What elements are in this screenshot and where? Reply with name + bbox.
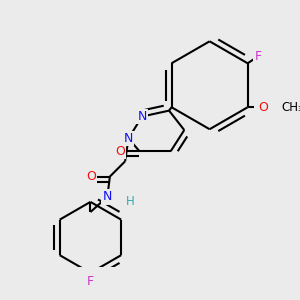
Text: O: O: [258, 101, 268, 114]
Text: H: H: [126, 195, 134, 208]
Text: N: N: [137, 110, 147, 123]
Text: F: F: [87, 275, 94, 288]
Text: O: O: [86, 170, 96, 183]
Text: CH₃: CH₃: [281, 101, 300, 114]
Text: N: N: [124, 132, 133, 145]
Text: F: F: [254, 50, 261, 63]
Text: N: N: [103, 190, 112, 203]
Text: O: O: [115, 145, 125, 158]
